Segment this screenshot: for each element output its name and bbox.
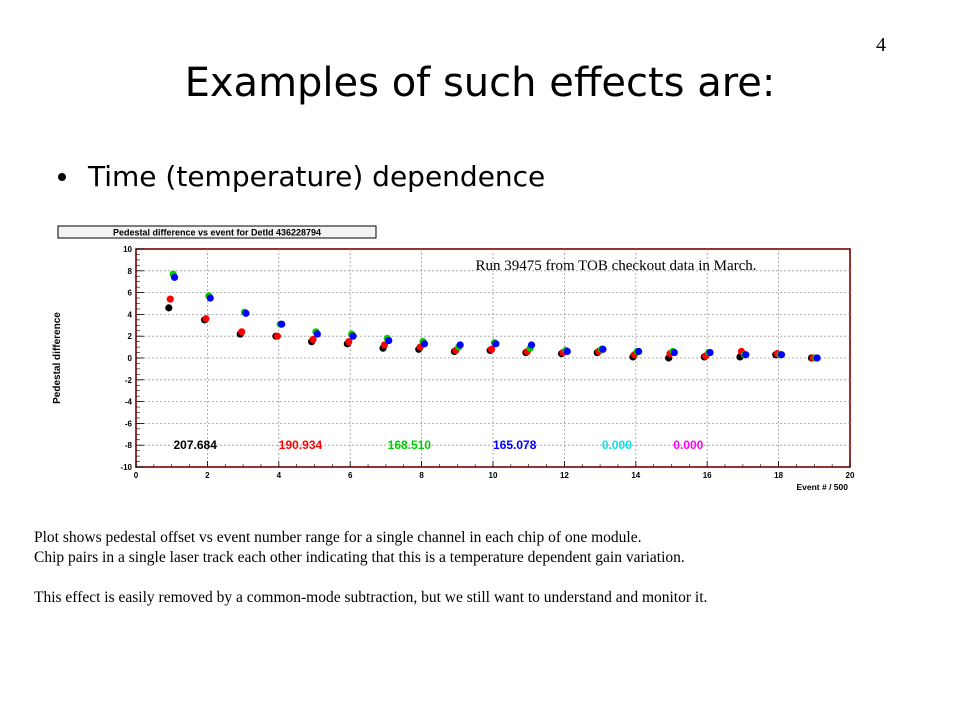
data-point [238, 328, 246, 336]
x-tick-label: 10 [489, 471, 498, 480]
x-tick-label: 6 [348, 471, 353, 480]
chip-value-label: 165.078 [493, 438, 537, 452]
data-point [309, 335, 317, 344]
chip-value-label: 207.684 [173, 438, 217, 452]
data-point [742, 351, 750, 359]
data-point [242, 309, 250, 317]
data-point [165, 304, 173, 312]
x-tick-label: 0 [134, 471, 139, 480]
y-tick-label: 6 [128, 289, 133, 298]
data-point [385, 336, 393, 345]
chart-annotation: Run 39475 from TOB checkout data in Marc… [475, 258, 756, 274]
data-point [635, 347, 643, 356]
bullet-dot-icon [58, 172, 66, 181]
x-tick-label: 8 [419, 471, 424, 480]
chip-value-label: 0.000 [673, 438, 703, 452]
y-tick-label: -4 [125, 398, 133, 407]
x-tick-label: 4 [277, 471, 282, 480]
x-tick-label: 2 [205, 471, 210, 480]
x-axis-label: Event # / 500 [796, 482, 848, 492]
data-point [527, 341, 536, 349]
y-axis-label: Pedestal difference [52, 312, 63, 404]
chip-value-label: 190.934 [279, 438, 323, 452]
slide-number: 4 [876, 34, 886, 56]
chip-value-label: 0.000 [602, 438, 632, 452]
caption-line-2: Chip pairs in a single laser track each … [34, 549, 685, 566]
data-point [777, 351, 786, 359]
chart-title-box [57, 225, 377, 239]
data-point [345, 338, 353, 346]
slide-title: Examples of such effects are: [184, 60, 776, 106]
y-tick-label: -10 [120, 463, 132, 472]
data-point [313, 330, 321, 338]
chip-value-label: 168.510 [388, 438, 432, 452]
data-point [492, 340, 500, 348]
y-tick-label: -2 [125, 376, 133, 385]
data-point [420, 340, 429, 348]
y-tick-label: 10 [123, 245, 132, 254]
y-tick-label: 0 [128, 354, 133, 363]
data-point [278, 320, 286, 328]
data-point [456, 341, 464, 349]
x-tick-label: 16 [703, 471, 712, 480]
data-point [273, 332, 281, 340]
data-point [813, 354, 821, 362]
y-tick-label: -8 [125, 441, 133, 450]
data-point [202, 315, 210, 323]
data-point [349, 332, 357, 340]
data-point [487, 345, 496, 353]
bullet-item: Time (temperature) dependence [58, 160, 545, 193]
caption-line-3: This effect is easily removed by a commo… [34, 589, 708, 606]
y-tick-label: 4 [128, 310, 133, 319]
data-point [563, 347, 571, 356]
caption: Plot shows pedestal offset vs event numb… [34, 528, 934, 608]
y-tick-label: -6 [125, 419, 133, 428]
chart-title: Pedestal difference vs event for DetId 4… [113, 228, 321, 238]
x-tick-label: 18 [774, 471, 783, 480]
data-point [706, 348, 714, 357]
x-tick-label: 12 [560, 471, 569, 480]
x-tick-label: 14 [631, 471, 640, 480]
y-tick-label: 8 [128, 267, 133, 276]
data-point [206, 294, 214, 302]
bullet-text: Time (temperature) dependence [88, 160, 546, 193]
x-tick-label: 20 [846, 471, 855, 480]
y-tick-label: 2 [128, 332, 133, 341]
data-point [599, 345, 607, 353]
chart: Pedestal difference vs event for DetId 4… [40, 222, 870, 492]
data-point [166, 295, 174, 303]
data-point [170, 273, 179, 281]
caption-line-1: Plot shows pedestal offset vs event numb… [34, 529, 642, 546]
chart-svg: Pedestal difference vs event for DetId 4… [40, 222, 870, 492]
data-point [670, 348, 678, 357]
